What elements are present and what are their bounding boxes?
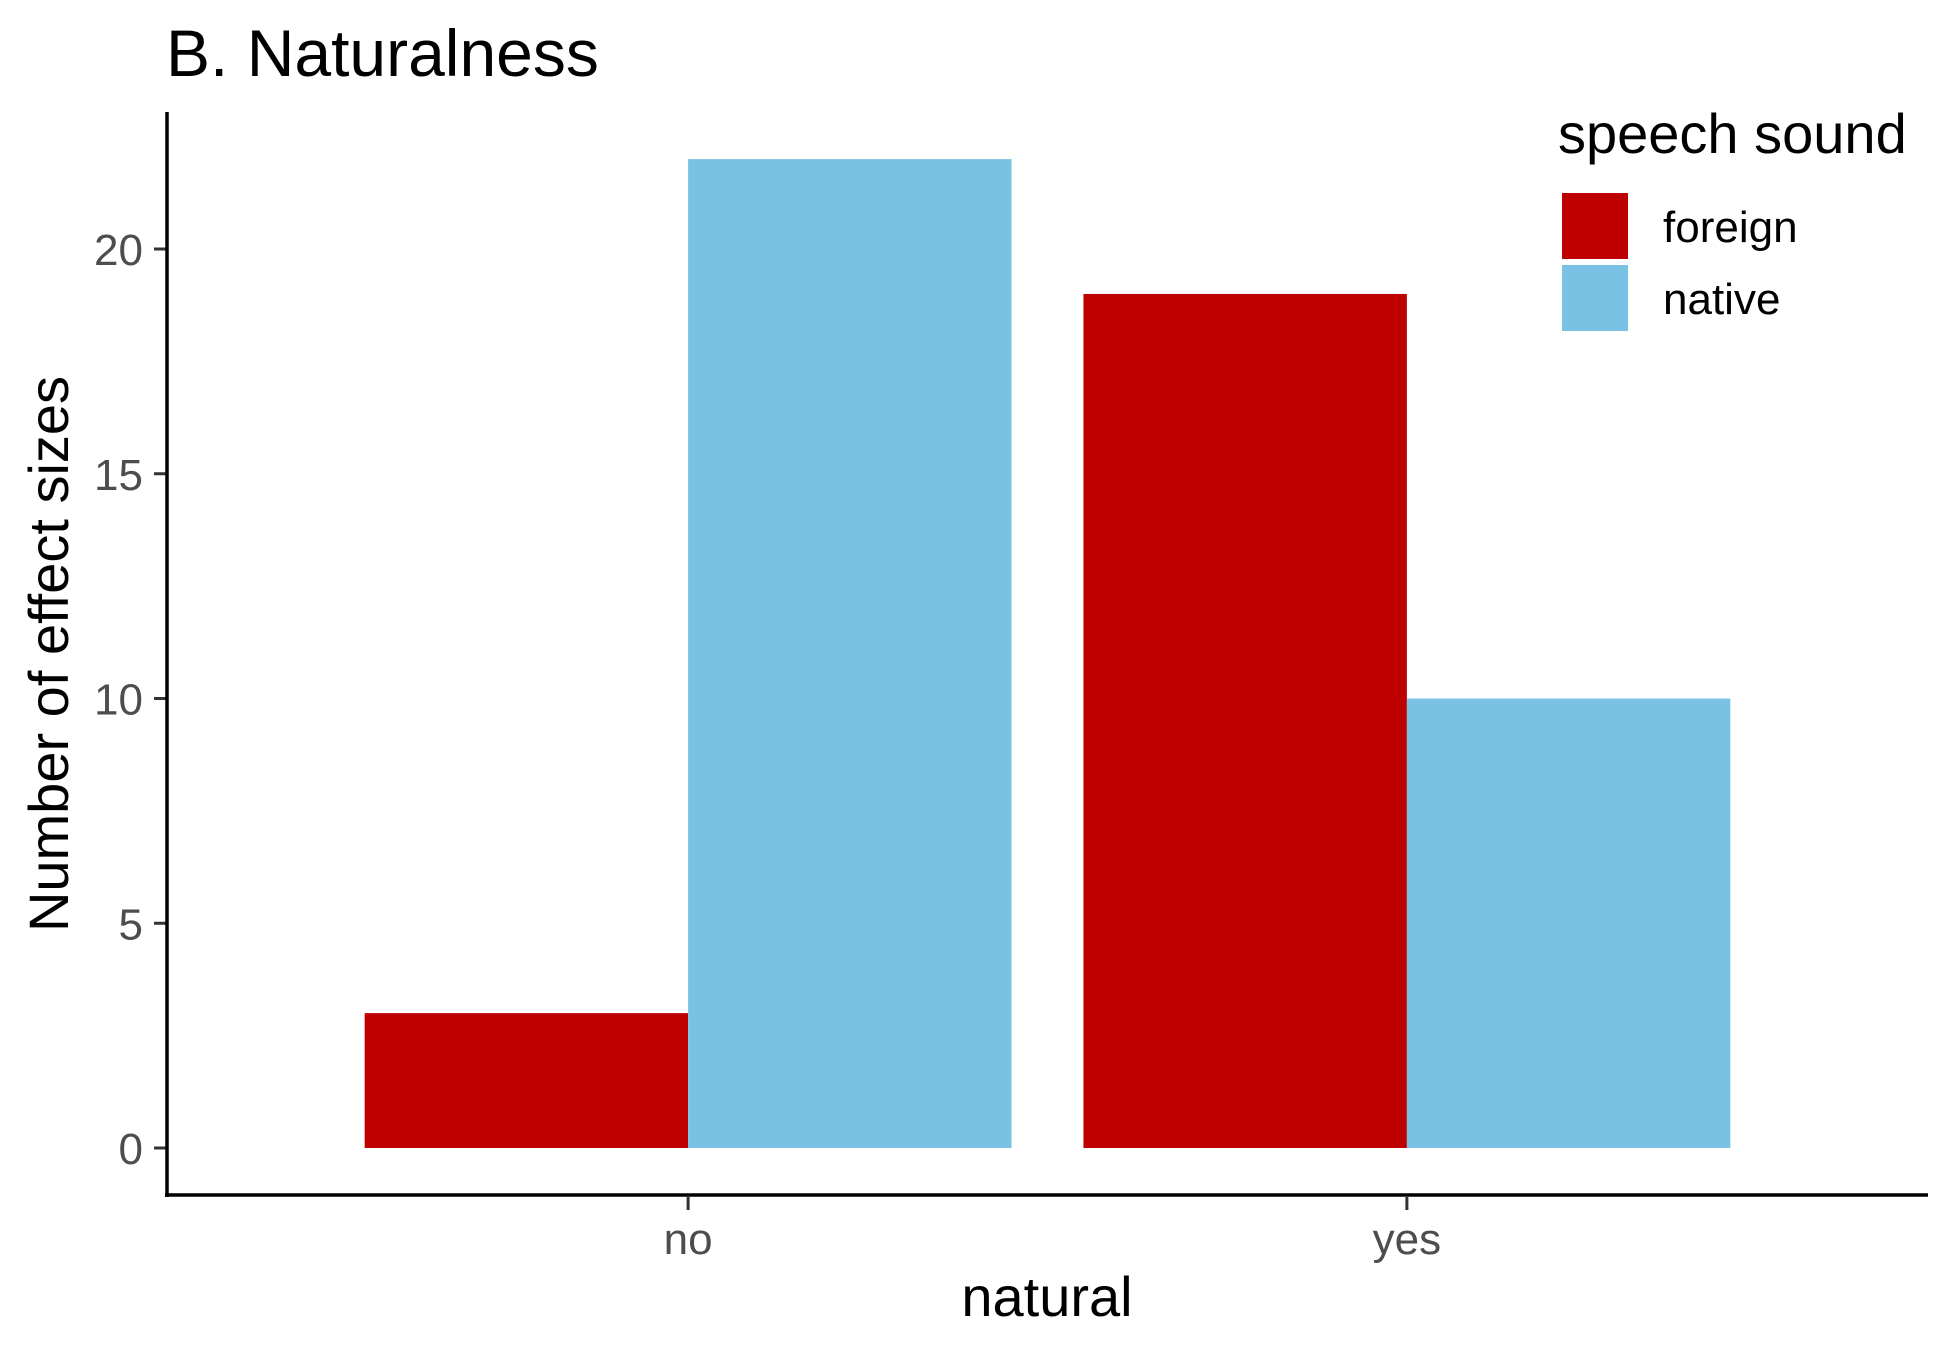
bar-foreign-no bbox=[364, 1013, 689, 1148]
x-axis-title: natural bbox=[961, 1265, 1132, 1328]
y-tick-label-0: 0 bbox=[119, 1125, 143, 1174]
legend-swatch-foreign bbox=[1562, 193, 1628, 259]
legend-label-foreign: foreign bbox=[1663, 203, 1798, 252]
x-tick-label-yes: yes bbox=[1373, 1215, 1441, 1264]
x-axis-ticks: no yes bbox=[664, 1197, 1441, 1264]
legend: speech sound foreign native bbox=[1558, 102, 1907, 331]
y-tick-label-20: 20 bbox=[94, 226, 143, 275]
y-tick-label-15: 15 bbox=[94, 451, 143, 500]
y-axis-title: Number of effect sizes bbox=[17, 376, 80, 932]
legend-title: speech sound bbox=[1558, 102, 1907, 165]
legend-items: foreign native bbox=[1562, 193, 1798, 331]
x-tick-label-no: no bbox=[664, 1215, 713, 1264]
bar-native-no bbox=[688, 159, 1012, 1149]
bars-layer bbox=[364, 159, 1731, 1149]
chart-title: B. Naturalness bbox=[166, 16, 599, 90]
legend-label-native: native bbox=[1663, 275, 1780, 324]
y-tick-label-5: 5 bbox=[119, 900, 143, 949]
bar-native-yes bbox=[1406, 698, 1731, 1148]
bar-foreign-yes bbox=[1083, 293, 1407, 1148]
y-axis-ticks: 0 5 10 15 20 bbox=[94, 226, 167, 1174]
legend-swatch-native bbox=[1562, 265, 1628, 331]
y-tick-label-10: 10 bbox=[94, 676, 143, 725]
